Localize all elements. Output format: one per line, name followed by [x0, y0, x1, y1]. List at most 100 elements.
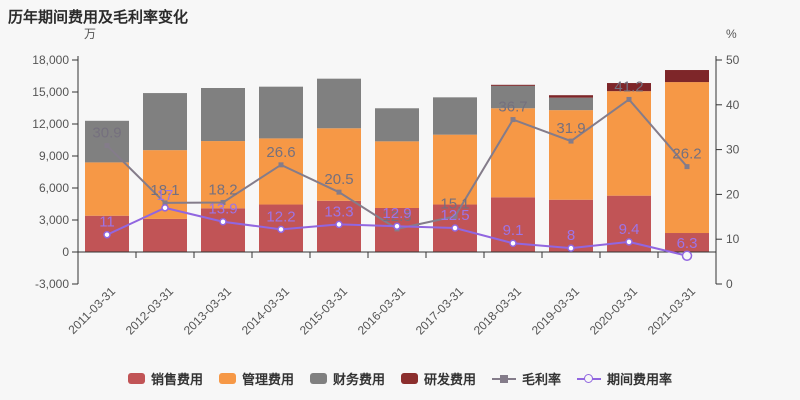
- value-label-gross-margin: 30.9: [92, 125, 121, 142]
- legend-label-gross-margin: 毛利率: [522, 372, 562, 387]
- value-label-period-expense-ratio: 12.9: [382, 205, 411, 222]
- bar-segment-admin-expense: [375, 141, 419, 208]
- bar-segment-sales-expense: [549, 199, 593, 252]
- legend-circle-icon-period-expense-ratio: [577, 373, 602, 385]
- marker-square-gross-margin: [104, 143, 110, 149]
- bar-segment-rd-expense: [607, 83, 651, 92]
- marker-circle-period-expense-ratio: [161, 204, 169, 212]
- legend-label-rd-expense: 研发费用: [424, 372, 477, 387]
- y-left-tick-label: 0: [62, 245, 69, 259]
- marker-circle-period-expense-ratio: [509, 239, 517, 247]
- bar-segment-admin-expense: [317, 128, 361, 201]
- bar-segment-sales-expense: [201, 208, 245, 252]
- value-label-period-expense-ratio: 13.9: [208, 201, 237, 218]
- legend-swatch-admin-expense: [218, 373, 236, 384]
- y-right-tick-label: 0: [726, 277, 733, 291]
- marker-square-gross-margin: [626, 96, 632, 102]
- chart-title: 历年期间费用及毛利率变化: [8, 9, 189, 26]
- bar-segment-admin-expense: [433, 134, 477, 205]
- bar-segment-rd-expense: [491, 84, 535, 86]
- y-left-tick-label: -3,000: [35, 277, 69, 291]
- bar-segment-admin-expense: [549, 110, 593, 200]
- bar-segment-finance-expense: [317, 78, 361, 129]
- bar-segment-rd-expense: [549, 95, 593, 98]
- legend-item-sales-expense[interactable]: 销售费用: [127, 369, 203, 388]
- marker-square-gross-margin: [220, 199, 226, 205]
- value-label-period-expense-ratio: 9.4: [619, 221, 640, 238]
- x-axis-label: 2018-03-31: [471, 284, 525, 338]
- y-right-tick-label: 50: [726, 53, 740, 67]
- legend-label-period-expense-ratio: 期间费用率: [607, 372, 673, 387]
- y-left-tick-label: 18,000: [32, 53, 69, 67]
- legend: 销售费用 管理费用 财务费用 研发费用 毛利率 期间费用率: [0, 369, 800, 388]
- legend-line-marker: [500, 374, 509, 383]
- bar-segment-admin-expense: [607, 91, 651, 196]
- marker-circle-period-expense-ratio: [103, 230, 111, 239]
- legend-label-admin-expense: 管理费用: [241, 372, 294, 387]
- legend-line-marker: [584, 373, 594, 383]
- bar-segment-finance-expense: [549, 97, 593, 111]
- value-label-gross-margin: 41.2: [614, 78, 643, 95]
- y-left-unit-label: 万: [84, 27, 96, 41]
- legend-label-sales-expense: 销售费用: [150, 372, 203, 387]
- x-axis-label: 2014-03-31: [239, 284, 293, 338]
- x-axis-label: 2016-03-31: [355, 284, 409, 338]
- value-label-period-expense-ratio: 9.1: [503, 222, 524, 239]
- legend-item-finance-expense[interactable]: 财务费用: [309, 369, 385, 388]
- y-right-tick-label: 10: [726, 232, 740, 246]
- marker-square-gross-margin: [510, 117, 516, 123]
- y-right-unit-label: %: [726, 27, 737, 41]
- bar-segment-finance-expense: [85, 120, 129, 163]
- marker-circle-period-expense-ratio: [335, 220, 343, 229]
- value-label-gross-margin: 26.2: [672, 146, 701, 163]
- value-label-gross-margin: 18.2: [208, 181, 237, 198]
- bar-segment-finance-expense: [143, 93, 187, 151]
- value-label-gross-margin: 31.9: [556, 120, 585, 137]
- value-label-period-expense-ratio: 8: [567, 227, 575, 244]
- bar-segment-finance-expense: [491, 85, 535, 109]
- legend-swatch-finance-expense: [309, 373, 327, 384]
- y-left-tick-label: 3,000: [39, 213, 69, 227]
- y-left-tick-label: 12,000: [32, 117, 69, 131]
- value-label-gross-margin: 36.7: [498, 99, 527, 116]
- legend-item-gross-margin[interactable]: 毛利率: [492, 369, 561, 388]
- marker-circle-period-expense-ratio: [277, 225, 285, 234]
- marker-square-gross-margin: [568, 138, 574, 144]
- marker-square-gross-margin: [452, 213, 458, 219]
- y-right-tick-label: 40: [726, 98, 740, 112]
- marker-square-gross-margin: [336, 189, 342, 195]
- bar-segment-finance-expense: [259, 86, 303, 139]
- bar-segment-admin-expense: [201, 141, 245, 209]
- legend-item-rd-expense[interactable]: 研发费用: [401, 369, 476, 388]
- x-axis-label: 2017-03-31: [413, 284, 467, 338]
- marker-circle-period-expense-ratio: [393, 222, 401, 230]
- bar-segment-sales-expense: [665, 233, 709, 252]
- value-label-period-expense-ratio: 12.2: [266, 208, 295, 225]
- value-label-period-expense-ratio: 6.3: [677, 235, 698, 252]
- value-label-gross-margin: 12.3: [382, 208, 411, 225]
- legend-swatch-sales-expense: [127, 373, 145, 384]
- x-axis-label: 2021-03-31: [645, 284, 699, 338]
- value-label-gross-margin: 18.1: [150, 182, 179, 199]
- marker-circle-period-expense-ratio: [219, 217, 227, 226]
- bar-segment-finance-expense: [375, 108, 419, 142]
- marker-circle-period-expense-ratio: [625, 238, 633, 246]
- y-left-tick-label: 9,000: [39, 149, 69, 163]
- bar-segment-admin-expense: [665, 82, 709, 234]
- value-label-period-expense-ratio: 17: [157, 187, 174, 204]
- x-axis-label: 2012-03-31: [123, 284, 177, 338]
- bar-segment-admin-expense: [491, 108, 535, 198]
- bar-segment-sales-expense: [143, 218, 187, 252]
- value-label-period-expense-ratio: 11: [99, 214, 115, 231]
- value-label-gross-margin: 15.1: [440, 195, 469, 212]
- marker-square-gross-margin: [278, 162, 284, 168]
- bar-segment-rd-expense: [665, 70, 709, 83]
- legend-item-period-expense-ratio[interactable]: 期间费用率: [577, 369, 672, 388]
- legend-item-admin-expense[interactable]: 管理费用: [218, 369, 294, 388]
- x-axis-label: 2019-03-31: [529, 284, 583, 338]
- x-axis-label: 2020-03-31: [587, 284, 641, 338]
- bar-segment-finance-expense: [433, 97, 477, 135]
- marker-circle-period-expense-ratio: [567, 244, 575, 252]
